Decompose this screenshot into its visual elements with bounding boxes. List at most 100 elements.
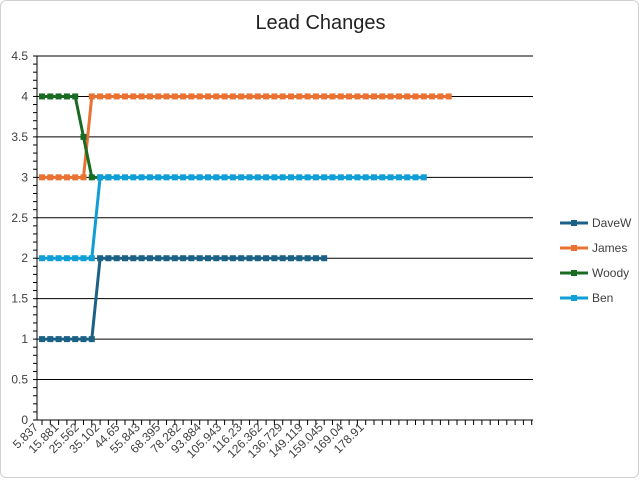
data-point	[138, 93, 145, 100]
data-point	[171, 255, 178, 262]
y-tick-label: 2.5	[11, 211, 28, 225]
y-tick-label: 3	[21, 170, 28, 184]
data-point	[88, 336, 95, 343]
data-point	[196, 255, 203, 262]
data-point	[304, 93, 311, 100]
data-point	[39, 174, 45, 181]
data-point	[279, 255, 286, 262]
data-point	[213, 93, 220, 100]
y-tick-label: 0	[21, 413, 28, 427]
data-point	[163, 93, 170, 100]
data-point	[221, 255, 228, 262]
legend-label: Ben	[592, 291, 613, 305]
data-point	[122, 174, 128, 181]
data-point	[404, 174, 411, 181]
legend-marker	[571, 220, 577, 226]
data-point	[387, 93, 394, 100]
data-point	[304, 174, 311, 181]
data-point	[445, 93, 452, 100]
data-point	[188, 255, 195, 262]
data-point	[420, 174, 427, 181]
data-point	[271, 174, 278, 181]
data-point	[146, 93, 153, 100]
data-point	[105, 174, 112, 181]
data-point	[354, 174, 361, 181]
data-point	[321, 93, 328, 100]
legend-label: Woody	[592, 266, 629, 280]
data-point	[188, 174, 195, 181]
data-point	[312, 174, 319, 181]
data-point	[171, 174, 178, 181]
data-point	[279, 174, 286, 181]
data-point	[288, 174, 294, 181]
data-point	[80, 336, 87, 343]
data-point	[180, 174, 187, 181]
data-point	[337, 93, 344, 100]
data-point	[362, 174, 369, 181]
y-tick-label: 2	[21, 251, 28, 265]
data-point	[63, 336, 70, 343]
data-point	[72, 336, 79, 343]
data-point	[47, 255, 54, 262]
data-point	[113, 255, 120, 262]
data-point	[429, 93, 436, 100]
data-point	[246, 255, 253, 262]
data-point	[72, 93, 79, 100]
data-point	[72, 255, 79, 262]
data-point	[346, 174, 353, 181]
data-point	[271, 93, 278, 100]
data-point	[88, 93, 95, 100]
data-point	[146, 255, 153, 262]
data-point	[105, 255, 112, 262]
data-point	[420, 93, 427, 100]
data-point	[387, 174, 394, 181]
data-point	[130, 93, 137, 100]
data-point	[47, 174, 54, 181]
data-point	[130, 255, 137, 262]
data-point	[362, 93, 369, 100]
data-point	[163, 174, 170, 181]
data-point	[238, 255, 245, 262]
data-point	[263, 174, 270, 181]
data-point	[337, 174, 344, 181]
y-tick-label: 4	[21, 89, 28, 103]
data-point	[312, 255, 319, 262]
data-point	[80, 133, 87, 140]
data-point	[288, 93, 294, 100]
data-point	[97, 93, 104, 100]
data-point	[221, 174, 228, 181]
data-point	[88, 255, 95, 262]
data-point	[55, 255, 62, 262]
data-point	[321, 174, 328, 181]
data-point	[296, 93, 303, 100]
data-point	[63, 255, 70, 262]
data-point	[122, 255, 128, 262]
data-point	[329, 93, 336, 100]
data-point	[155, 255, 162, 262]
data-point	[229, 174, 236, 181]
legend-marker	[571, 295, 577, 301]
data-point	[80, 255, 87, 262]
data-point	[180, 255, 187, 262]
data-point	[271, 255, 278, 262]
data-point	[47, 336, 54, 343]
data-point	[238, 93, 245, 100]
data-point	[39, 93, 45, 100]
data-point	[379, 93, 386, 100]
data-point	[254, 174, 261, 181]
data-point	[47, 93, 54, 100]
data-point	[221, 93, 228, 100]
data-point	[213, 255, 220, 262]
data-point	[180, 93, 187, 100]
data-point	[72, 174, 79, 181]
data-point	[122, 93, 128, 100]
data-point	[238, 174, 245, 181]
data-point	[296, 174, 303, 181]
data-point	[146, 174, 153, 181]
data-point	[55, 336, 62, 343]
data-point	[229, 93, 236, 100]
data-point	[105, 93, 112, 100]
data-point	[371, 174, 377, 181]
